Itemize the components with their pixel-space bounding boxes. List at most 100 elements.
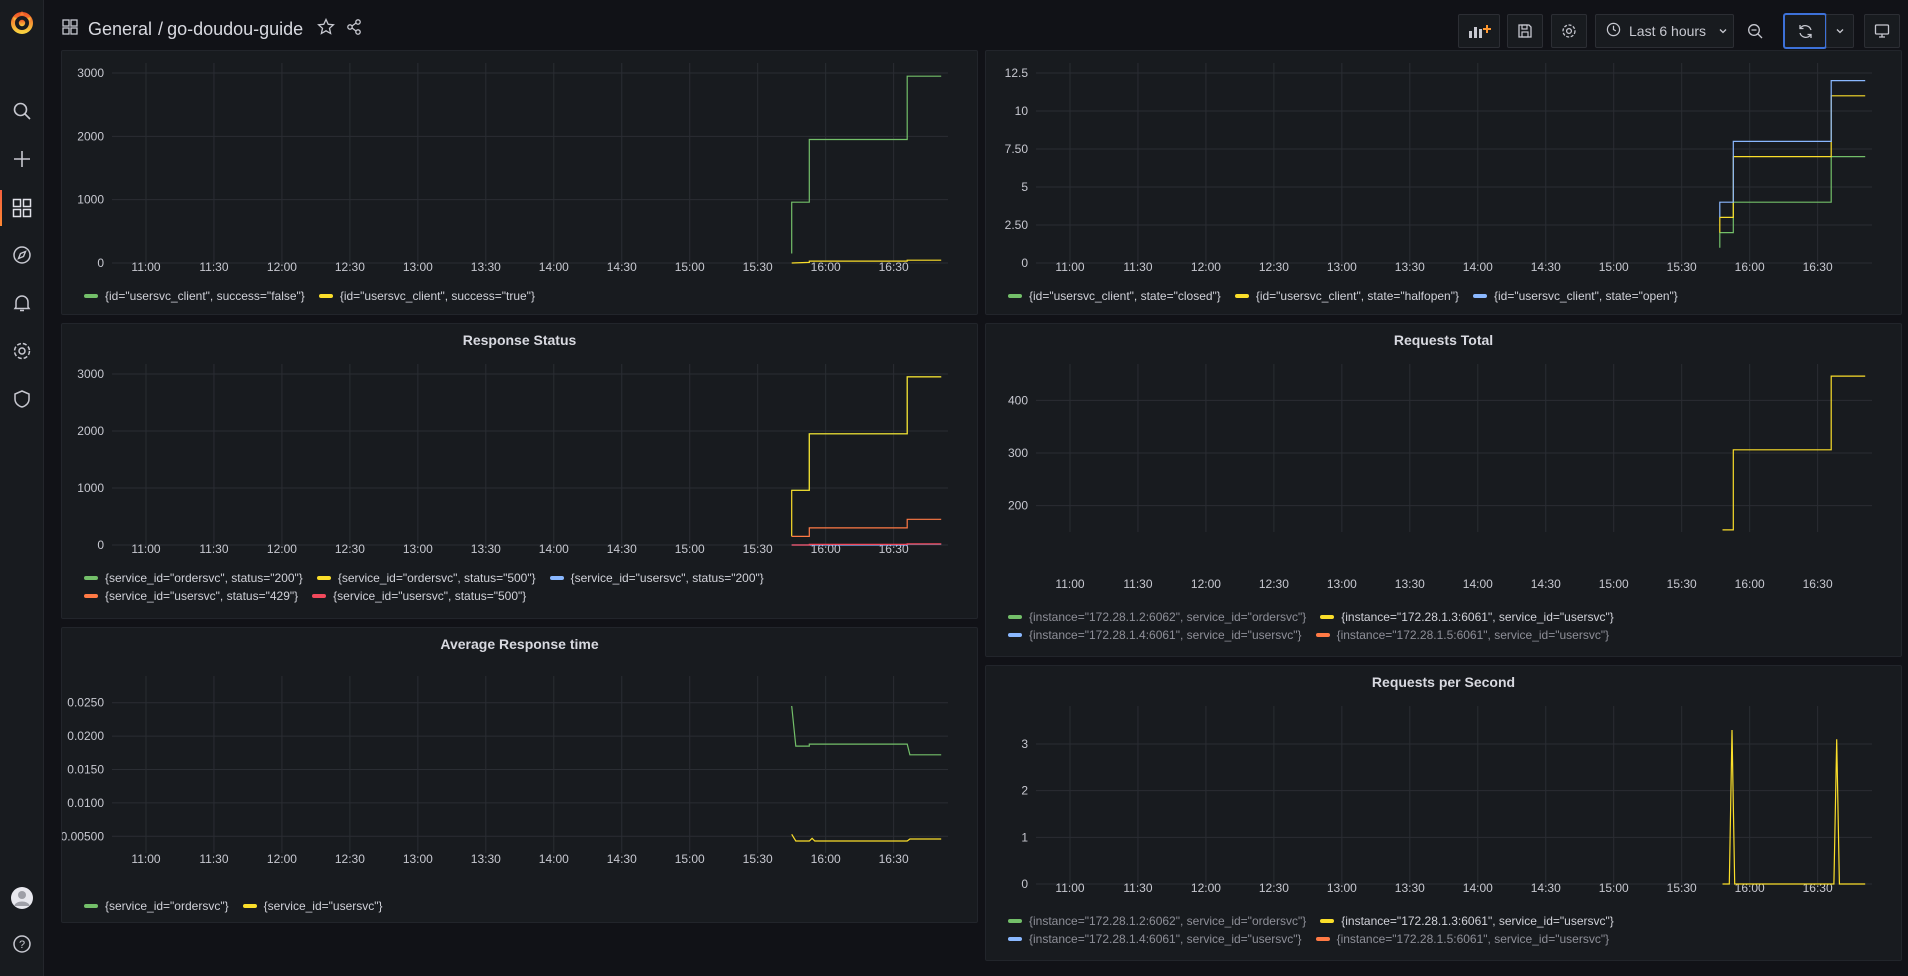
save-dashboard-button[interactable] <box>1507 14 1543 48</box>
legend-item[interactable]: {service_id="ordersvc"} <box>84 899 229 913</box>
legend-swatch <box>312 594 327 598</box>
y-tick-label: 200 <box>1008 499 1028 513</box>
dashboard-grid-icon <box>62 19 78 40</box>
help-icon[interactable]: ? <box>8 930 36 958</box>
legend-item[interactable]: {service_id="usersvc", status="429"} <box>84 589 298 603</box>
legend-label: {id="usersvc_client", success="false"} <box>105 289 305 303</box>
x-tick-label: 14:30 <box>1531 260 1561 274</box>
shield-icon[interactable] <box>8 385 36 413</box>
series-line <box>791 518 942 537</box>
search-icon[interactable] <box>8 97 36 125</box>
legend-label: {instance="172.28.1.5:6061", service_id=… <box>1336 628 1610 642</box>
dashboards-icon[interactable] <box>8 194 36 222</box>
x-tick-label: 12:30 <box>1259 881 1289 895</box>
x-tick-label: 11:30 <box>1123 260 1152 274</box>
breadcrumb-folder[interactable]: General <box>88 19 153 39</box>
panel-response-status[interactable]: Response Status 0 1000 2000 3000 11:00 11:30 1… <box>61 323 978 619</box>
legend-item[interactable]: {id="usersvc_client", state="open"} <box>1472 289 1678 303</box>
legend: {instance="172.28.1.2:6062", service_id=… <box>1008 914 1868 946</box>
x-tick-label: 16:30 <box>1803 260 1833 274</box>
x-tick-label: 13:00 <box>403 260 433 274</box>
chart-circuit-state: 0 2.50 5 7.50 10 12.5 11:00 11:30 12:00 12:30 13:0… <box>1005 63 1872 274</box>
panel-title[interactable]: Response Status <box>462 332 577 348</box>
legend-label: {service_id="ordersvc", status="500"} <box>337 571 536 585</box>
legend-swatch <box>1008 919 1022 923</box>
refresh-interval-dropdown[interactable] <box>1826 14 1854 48</box>
legend-swatch <box>1008 294 1022 298</box>
series-line <box>791 705 942 756</box>
configuration-icon[interactable] <box>8 337 36 365</box>
panel-requests-total[interactable]: Requests Total 200 300 400 11:00 11:30 12:00 1… <box>985 323 1902 657</box>
legend-item[interactable]: {instance="172.28.1.4:6061", service_id=… <box>1008 628 1302 642</box>
y-tick-label: 1 <box>1021 830 1028 844</box>
legend-item[interactable]: {instance="172.28.1.5:6061", service_id=… <box>1315 628 1610 642</box>
legend-item[interactable]: {id="usersvc_client", success="true"} <box>318 289 535 303</box>
panel-hystrix-requests[interactable]: 0 1000 2000 3000 11:00 11:30 12:00 12:30 13:00 13… <box>61 50 978 315</box>
panel-title[interactable]: Requests Total <box>1393 332 1494 348</box>
x-tick-label: 14:30 <box>607 260 637 274</box>
refresh-button[interactable] <box>1784 14 1826 48</box>
active-indicator <box>0 190 2 226</box>
avatar[interactable] <box>8 884 36 912</box>
y-tick-label: 0 <box>97 256 104 270</box>
legend-item[interactable]: {service_id="ordersvc", status="200"} <box>84 571 303 585</box>
legend-swatch <box>84 576 98 580</box>
legend: {id="usersvc_client", state="closed"} {id… <box>1008 289 1678 303</box>
legend-item[interactable]: {id="usersvc_client", state="closed"} <box>1008 289 1221 303</box>
x-tick-label: 12:30 <box>335 852 365 866</box>
x-tick-label: 14:30 <box>607 852 637 866</box>
legend-swatch <box>84 294 98 298</box>
legend-swatch <box>1320 615 1335 619</box>
series-line <box>1722 375 1866 531</box>
legend-item[interactable]: {instance="172.28.1.2:6062", service_id=… <box>1008 610 1306 624</box>
x-tick-label: 11:00 <box>131 260 160 274</box>
alerting-icon[interactable] <box>8 289 36 317</box>
x-tick-label: 14:30 <box>607 542 637 556</box>
plus-icon[interactable] <box>8 145 36 173</box>
share-icon[interactable] <box>345 18 363 41</box>
add-panel-button[interactable] <box>1458 14 1500 48</box>
x-tick-label: 12:30 <box>1259 577 1289 591</box>
star-icon[interactable] <box>317 17 336 41</box>
time-range-picker[interactable]: Last 6 hours <box>1595 14 1734 48</box>
legend-item[interactable]: {service_id="usersvc", status="500"} <box>312 589 526 603</box>
series-line <box>791 833 942 842</box>
y-tick-label: 1000 <box>77 193 104 207</box>
time-range-label: Last 6 hours <box>1629 23 1707 39</box>
panel-title[interactable]: Requests per Second <box>1371 674 1516 690</box>
legend-item[interactable]: {id="usersvc_client", state="halfopen"} <box>1234 289 1459 303</box>
legend-item[interactable]: {instance="172.28.1.4:6061", service_id=… <box>1008 932 1302 946</box>
panel-title[interactable]: Average Response time <box>440 636 599 652</box>
legend-item[interactable]: {service_id="usersvc", status="200"} <box>549 571 764 585</box>
panel-circuit-state[interactable]: 0 2.50 5 7.50 10 12.5 11:00 11:30 12:00 12:30 13:0… <box>985 50 1902 315</box>
panel-avg-response-time[interactable]: Average Response time 0.00500 0.0100 0.015… <box>61 627 978 923</box>
breadcrumb: General / go-doudou-guide <box>62 17 363 41</box>
x-tick-label: 12:00 <box>1191 577 1221 591</box>
x-tick-label: 13:00 <box>403 542 433 556</box>
legend-label: {id="usersvc_client", state="halfopen"} <box>1255 289 1459 303</box>
legend-item[interactable]: {instance="172.28.1.3:6061", service_id=… <box>1320 610 1614 624</box>
legend-item[interactable]: {instance="172.28.1.5:6061", service_id=… <box>1315 932 1609 946</box>
x-tick-label: 16:00 <box>811 852 841 866</box>
zoom-out-button[interactable] <box>1741 14 1769 48</box>
legend-item[interactable]: {service_id="usersvc"} <box>242 899 383 913</box>
x-tick-label: 12:00 <box>1191 881 1221 895</box>
explore-icon[interactable] <box>8 241 36 269</box>
tv-mode-button[interactable] <box>1864 14 1900 48</box>
dashboard-settings-button[interactable] <box>1551 14 1587 48</box>
x-tick-label: 16:00 <box>1735 260 1765 274</box>
legend-swatch <box>1008 937 1022 941</box>
legend-item[interactable]: {instance="172.28.1.2:6062", service_id=… <box>1008 914 1306 928</box>
page-title[interactable]: go-doudou-guide <box>167 19 304 39</box>
panel-requests-per-second[interactable]: Requests per Second 0 1 2 3 11:00 11:30 12:00 1… <box>985 665 1902 961</box>
grafana-logo-icon[interactable] <box>8 8 36 36</box>
legend: {id="usersvc_client", success="false"} {i… <box>84 289 535 303</box>
x-tick-label: 16:30 <box>1803 577 1833 591</box>
y-tick-label: 300 <box>1008 446 1028 460</box>
legend-item[interactable]: {instance="172.28.1.3:6061", service_id=… <box>1320 914 1614 928</box>
legend-item[interactable]: {id="usersvc_client", success="false"} <box>84 289 305 303</box>
x-tick-label: 14:00 <box>1463 881 1493 895</box>
legend-item[interactable]: {service_id="ordersvc", status="500"} <box>316 571 536 585</box>
x-tick-label: 16:00 <box>1735 577 1765 591</box>
y-tick-label: 10 <box>1015 104 1029 118</box>
